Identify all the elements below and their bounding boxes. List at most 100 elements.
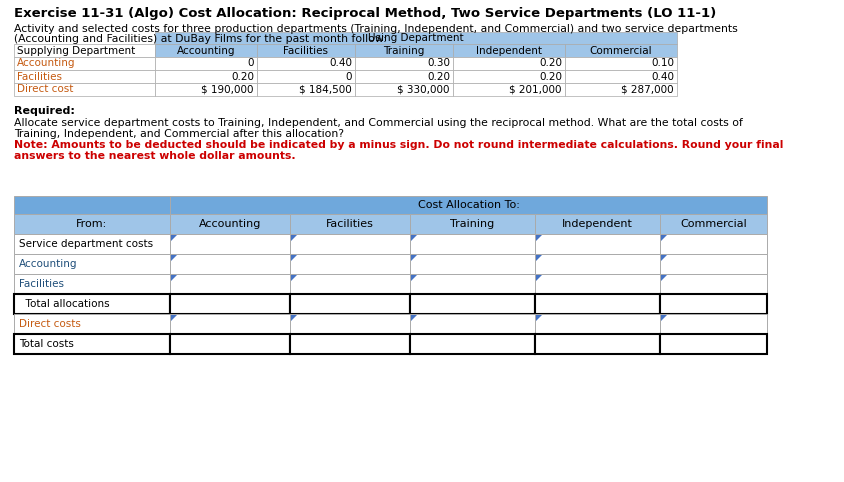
Polygon shape bbox=[535, 235, 541, 241]
Polygon shape bbox=[660, 255, 666, 261]
Text: Accounting: Accounting bbox=[19, 259, 78, 269]
Text: Facilities: Facilities bbox=[326, 219, 374, 229]
Bar bbox=[409, 274, 534, 294]
Bar bbox=[289, 214, 409, 234]
Text: Training, Independent, and Commercial after this allocation?: Training, Independent, and Commercial af… bbox=[14, 129, 344, 139]
Text: 0.10: 0.10 bbox=[650, 58, 674, 68]
Bar bbox=[14, 214, 170, 234]
Bar bbox=[452, 44, 565, 57]
Polygon shape bbox=[660, 275, 666, 281]
Polygon shape bbox=[660, 235, 666, 241]
Text: (Accounting and Facilities) at DuBay Films for the past month follow:: (Accounting and Facilities) at DuBay Fil… bbox=[14, 34, 387, 44]
Text: Total costs: Total costs bbox=[19, 339, 73, 349]
Bar bbox=[354, 70, 452, 83]
Bar bbox=[659, 314, 766, 334]
Text: Facilities: Facilities bbox=[284, 45, 328, 55]
Text: 0: 0 bbox=[345, 71, 352, 81]
Text: From:: From: bbox=[76, 219, 107, 229]
Text: 0.20: 0.20 bbox=[538, 71, 561, 81]
Bar bbox=[659, 234, 766, 254]
Bar bbox=[534, 254, 659, 274]
Bar bbox=[257, 44, 354, 57]
Text: Commercial: Commercial bbox=[589, 45, 652, 55]
Bar bbox=[565, 44, 676, 57]
Bar bbox=[14, 254, 170, 274]
Text: 0.20: 0.20 bbox=[230, 71, 254, 81]
Polygon shape bbox=[170, 315, 176, 321]
Bar bbox=[14, 294, 170, 314]
Bar bbox=[14, 57, 154, 70]
Bar bbox=[14, 44, 154, 57]
Bar bbox=[659, 274, 766, 294]
Text: Cost Allocation To:: Cost Allocation To: bbox=[417, 200, 519, 210]
Text: Facilities: Facilities bbox=[19, 279, 64, 289]
Bar bbox=[257, 83, 354, 96]
Bar bbox=[452, 70, 565, 83]
Bar bbox=[452, 83, 565, 96]
Bar bbox=[354, 57, 452, 70]
Bar bbox=[452, 57, 565, 70]
Bar bbox=[534, 274, 659, 294]
Text: Required:: Required: bbox=[14, 106, 75, 116]
Bar bbox=[14, 334, 170, 354]
Text: Accounting: Accounting bbox=[198, 219, 261, 229]
Text: Direct costs: Direct costs bbox=[19, 319, 81, 329]
Bar bbox=[409, 294, 534, 314]
Polygon shape bbox=[290, 315, 296, 321]
Bar bbox=[257, 57, 354, 70]
Bar bbox=[659, 334, 766, 354]
Bar bbox=[534, 314, 659, 334]
Polygon shape bbox=[535, 275, 541, 281]
Text: Exercise 11-31 (Algo) Cost Allocation: Reciprocal Method, Two Service Department: Exercise 11-31 (Algo) Cost Allocation: R… bbox=[14, 7, 716, 20]
Bar bbox=[14, 196, 170, 214]
Polygon shape bbox=[410, 275, 416, 281]
Bar bbox=[409, 254, 534, 274]
Text: answers to the nearest whole dollar amounts.: answers to the nearest whole dollar amou… bbox=[14, 151, 295, 161]
Text: Service department costs: Service department costs bbox=[19, 239, 153, 249]
Bar bbox=[534, 294, 659, 314]
Bar bbox=[289, 294, 409, 314]
Text: 0.20: 0.20 bbox=[538, 58, 561, 68]
Bar bbox=[170, 294, 289, 314]
Bar bbox=[565, 70, 676, 83]
Text: Facilities: Facilities bbox=[17, 71, 62, 81]
Bar bbox=[257, 70, 354, 83]
Text: $ 330,000: $ 330,000 bbox=[397, 84, 450, 94]
Bar bbox=[154, 57, 257, 70]
Bar bbox=[14, 274, 170, 294]
Polygon shape bbox=[660, 315, 666, 321]
Text: $ 190,000: $ 190,000 bbox=[201, 84, 254, 94]
Polygon shape bbox=[410, 235, 416, 241]
Bar bbox=[170, 254, 289, 274]
Bar bbox=[534, 334, 659, 354]
Bar bbox=[565, 57, 676, 70]
Bar bbox=[289, 234, 409, 254]
Text: Note: Amounts to be deducted should be indicated by a minus sign. Do not round i: Note: Amounts to be deducted should be i… bbox=[14, 140, 782, 150]
Text: Using Department: Using Department bbox=[368, 33, 463, 43]
Bar bbox=[289, 274, 409, 294]
Bar bbox=[14, 314, 170, 334]
Bar bbox=[154, 70, 257, 83]
Text: Accounting: Accounting bbox=[176, 45, 235, 55]
Bar bbox=[354, 44, 452, 57]
Text: Activity and selected costs for three production departments (Training, Independ: Activity and selected costs for three pr… bbox=[14, 24, 737, 34]
Text: Supplying Department: Supplying Department bbox=[17, 45, 135, 55]
Polygon shape bbox=[170, 275, 176, 281]
Text: Commercial: Commercial bbox=[679, 219, 746, 229]
Bar bbox=[170, 334, 289, 354]
Text: Training: Training bbox=[383, 45, 425, 55]
Polygon shape bbox=[535, 315, 541, 321]
Polygon shape bbox=[290, 235, 296, 241]
Bar bbox=[170, 274, 289, 294]
Polygon shape bbox=[170, 235, 176, 241]
Bar bbox=[659, 294, 766, 314]
Text: Total allocations: Total allocations bbox=[19, 299, 110, 309]
Text: 0: 0 bbox=[247, 58, 254, 68]
Text: 0.20: 0.20 bbox=[426, 71, 450, 81]
Bar bbox=[534, 234, 659, 254]
Bar bbox=[354, 83, 452, 96]
Text: Accounting: Accounting bbox=[17, 58, 75, 68]
Text: 0.40: 0.40 bbox=[328, 58, 352, 68]
Bar bbox=[170, 214, 289, 234]
Bar bbox=[14, 83, 154, 96]
